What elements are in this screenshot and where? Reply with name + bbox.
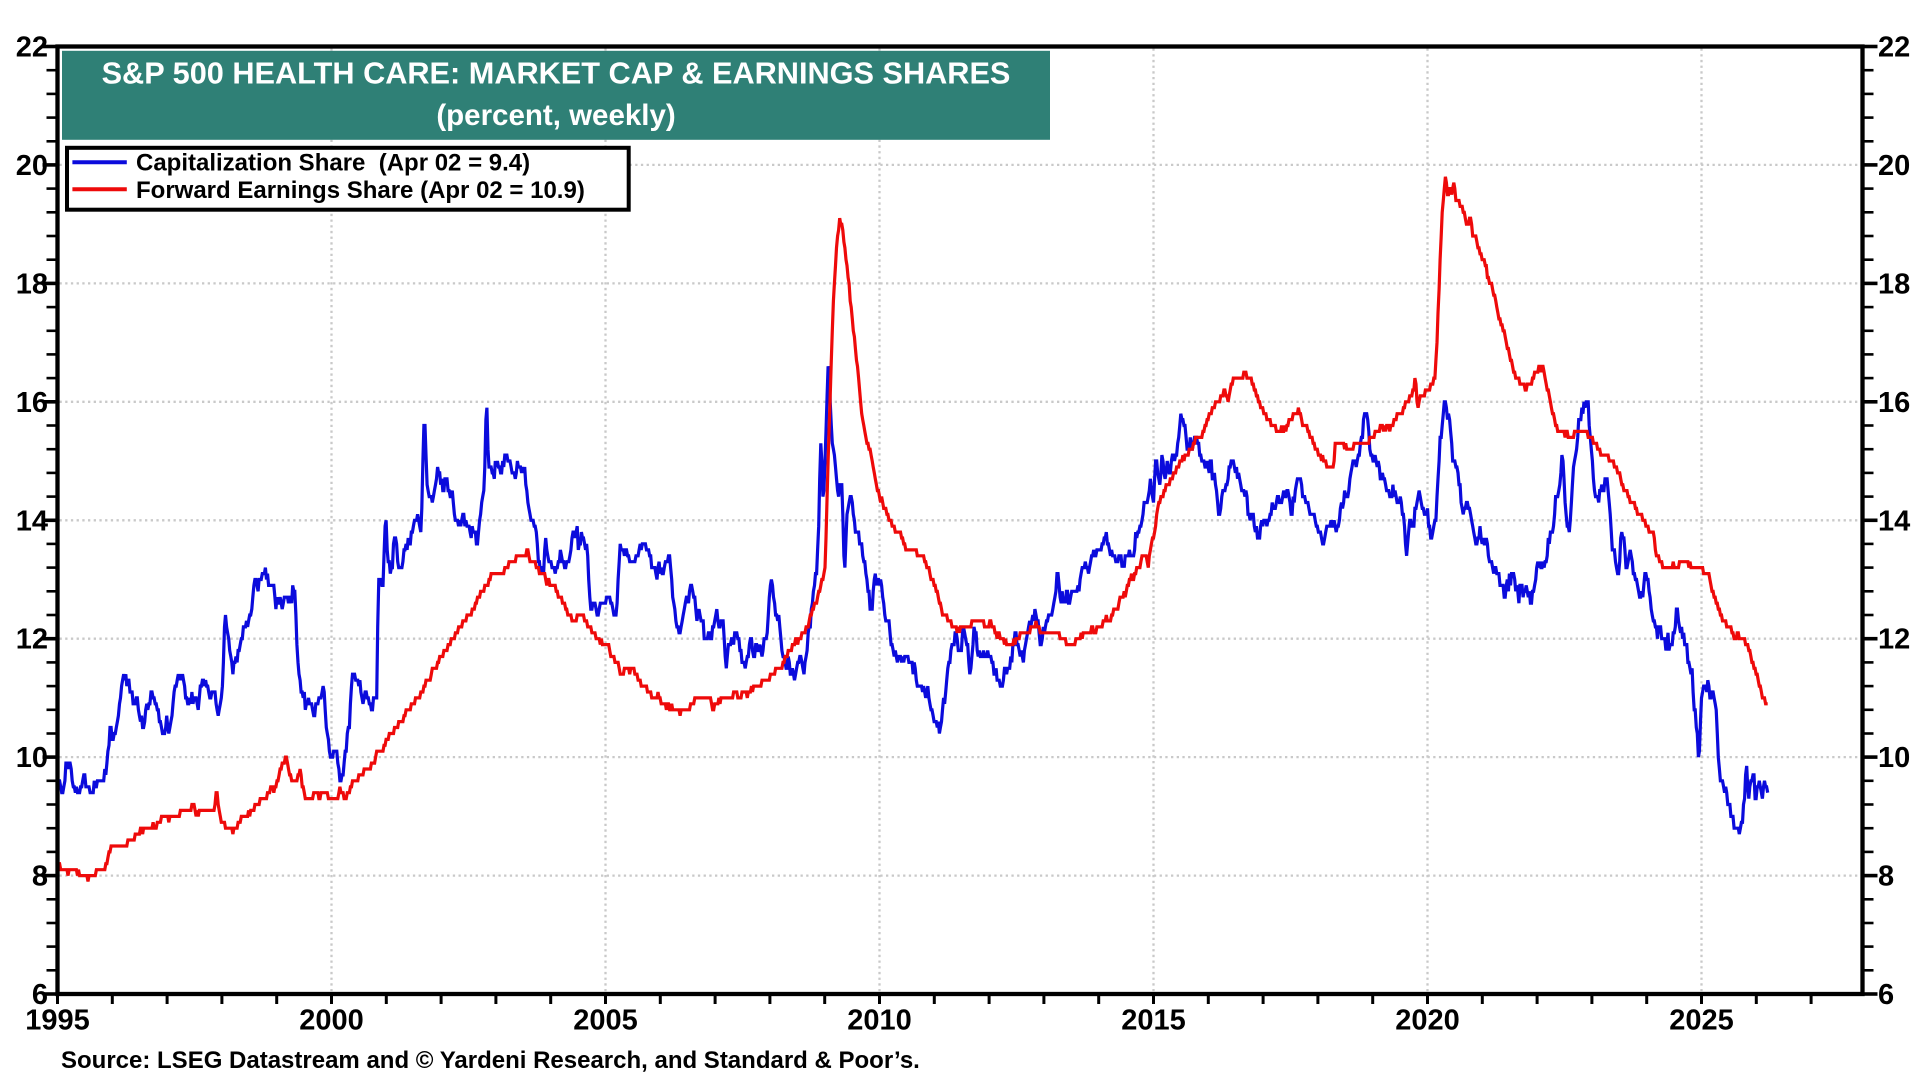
svg-text:6: 6	[1878, 979, 1894, 1011]
svg-text:18: 18	[16, 268, 48, 300]
svg-text:Source: LSEG Datastream and ©: Source: LSEG Datastream and © Yardeni Re…	[61, 1047, 920, 1074]
svg-text:14: 14	[16, 505, 48, 537]
svg-text:18: 18	[1878, 268, 1910, 300]
svg-text:(percent, weekly): (percent, weekly)	[436, 99, 675, 132]
svg-text:14: 14	[1878, 505, 1910, 537]
svg-text:22: 22	[16, 32, 48, 64]
svg-text:1995: 1995	[25, 1004, 90, 1036]
svg-text:20: 20	[1878, 150, 1910, 182]
svg-text:12: 12	[1878, 624, 1910, 656]
svg-text:22: 22	[1878, 32, 1910, 64]
svg-text:Capitalization Share (Apr 02: Capitalization Share (Apr 02 = 9.4)	[136, 150, 530, 177]
svg-text:2020: 2020	[1395, 1004, 1460, 1036]
svg-text:20: 20	[16, 150, 48, 182]
svg-text:8: 8	[32, 861, 48, 893]
svg-text:2000: 2000	[299, 1004, 364, 1036]
svg-text:16: 16	[16, 387, 48, 419]
svg-text:Forward Earnings Share (Apr 02: Forward Earnings Share (Apr 02 = 10.9)	[136, 177, 585, 204]
svg-text:2005: 2005	[573, 1004, 638, 1036]
svg-text:S&P 500 HEALTH CARE: MARKET CA: S&P 500 HEALTH CARE: MARKET CAP & EARNIN…	[102, 56, 1011, 91]
svg-text:2025: 2025	[1669, 1004, 1734, 1036]
svg-text:6: 6	[32, 979, 48, 1011]
svg-text:10: 10	[16, 742, 48, 774]
svg-text:8: 8	[1878, 861, 1894, 893]
svg-text:2015: 2015	[1121, 1004, 1186, 1036]
svg-text:16: 16	[1878, 387, 1910, 419]
svg-text:2010: 2010	[847, 1004, 912, 1036]
svg-text:12: 12	[16, 624, 48, 656]
svg-text:10: 10	[1878, 742, 1910, 774]
